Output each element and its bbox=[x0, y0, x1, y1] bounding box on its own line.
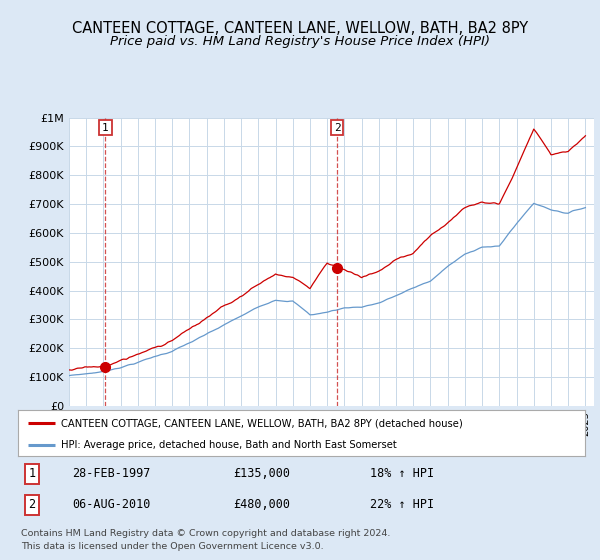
Text: Contains HM Land Registry data © Crown copyright and database right 2024.: Contains HM Land Registry data © Crown c… bbox=[21, 529, 391, 538]
Text: 18% ↑ HPI: 18% ↑ HPI bbox=[370, 467, 434, 480]
Text: Price paid vs. HM Land Registry's House Price Index (HPI): Price paid vs. HM Land Registry's House … bbox=[110, 35, 490, 48]
Text: HPI: Average price, detached house, Bath and North East Somerset: HPI: Average price, detached house, Bath… bbox=[61, 440, 396, 450]
Text: 22% ↑ HPI: 22% ↑ HPI bbox=[370, 498, 434, 511]
Text: 1: 1 bbox=[29, 467, 36, 480]
Text: CANTEEN COTTAGE, CANTEEN LANE, WELLOW, BATH, BA2 8PY: CANTEEN COTTAGE, CANTEEN LANE, WELLOW, B… bbox=[72, 21, 528, 36]
Text: £480,000: £480,000 bbox=[233, 498, 290, 511]
Text: CANTEEN COTTAGE, CANTEEN LANE, WELLOW, BATH, BA2 8PY (detached house): CANTEEN COTTAGE, CANTEEN LANE, WELLOW, B… bbox=[61, 418, 462, 428]
Text: 06-AUG-2010: 06-AUG-2010 bbox=[72, 498, 150, 511]
Text: This data is licensed under the Open Government Licence v3.0.: This data is licensed under the Open Gov… bbox=[21, 542, 323, 550]
Text: 28-FEB-1997: 28-FEB-1997 bbox=[72, 467, 150, 480]
Text: £135,000: £135,000 bbox=[233, 467, 290, 480]
Text: 2: 2 bbox=[334, 123, 341, 133]
Text: 2: 2 bbox=[29, 498, 36, 511]
Text: 1: 1 bbox=[102, 123, 109, 133]
